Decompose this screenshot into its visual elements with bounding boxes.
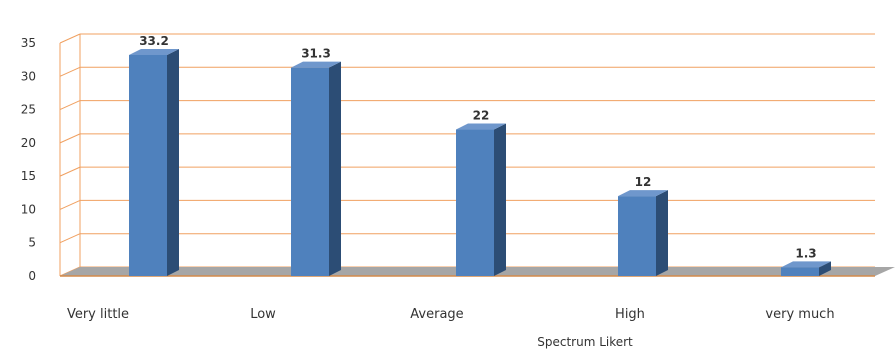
y-axis: 0 5 10 15 20 25 30 35 — [21, 36, 36, 283]
y-tick-label: 10 — [21, 202, 36, 216]
y-tick-label: 35 — [21, 36, 36, 50]
gridline-diagonal — [59, 233, 81, 244]
bar-top — [291, 61, 341, 68]
bar-top — [456, 123, 506, 130]
data-labels-layer: 33.2 31.3 22 12 1.3 — [139, 34, 816, 260]
bar — [781, 261, 831, 276]
x-tick-label: Low — [250, 307, 276, 322]
bar-top — [618, 190, 668, 197]
bar — [129, 48, 179, 277]
x-tick-label: Average — [410, 307, 463, 322]
bar-top — [781, 261, 831, 268]
data-label: 22 — [473, 109, 490, 123]
data-label: 33.2 — [139, 34, 169, 48]
gridline-diagonal — [59, 66, 81, 77]
bar-side — [494, 123, 506, 277]
bar — [291, 61, 341, 277]
y-tick-label: 5 — [28, 236, 36, 250]
x-axis-title: Spectrum Likert — [537, 335, 633, 349]
gridline-diagonal — [59, 133, 81, 144]
x-tick-label: very much — [765, 307, 834, 322]
bar — [456, 123, 506, 277]
y-tick-label: 30 — [21, 69, 36, 83]
y-tick-label: 15 — [21, 169, 36, 183]
bar-front — [456, 129, 494, 276]
bar-front — [618, 196, 656, 276]
bar-front — [291, 67, 329, 276]
data-label: 1.3 — [795, 246, 816, 260]
bars-layer — [129, 48, 831, 277]
bar-side — [819, 261, 831, 276]
gridline-diagonal — [59, 33, 81, 44]
bar-front — [129, 54, 167, 277]
bar-side — [329, 61, 341, 277]
x-axis: Very little Low Average High very much — [67, 307, 835, 322]
gridline-diagonal — [59, 166, 81, 177]
y-tick-label: 0 — [28, 269, 36, 283]
bar — [618, 190, 668, 276]
bar-side — [656, 190, 668, 276]
x-tick-label: High — [615, 307, 645, 322]
data-label: 31.3 — [301, 47, 331, 61]
bar-front — [781, 267, 819, 276]
gridline-diagonal — [59, 100, 81, 111]
y-tick-label: 25 — [21, 103, 36, 117]
y-tick-label: 20 — [21, 136, 36, 150]
bar-top — [129, 48, 179, 55]
data-label: 12 — [635, 175, 652, 189]
bar-side — [167, 48, 179, 277]
gridline-diagonal — [59, 199, 81, 210]
x-tick-label: Very little — [67, 307, 129, 322]
